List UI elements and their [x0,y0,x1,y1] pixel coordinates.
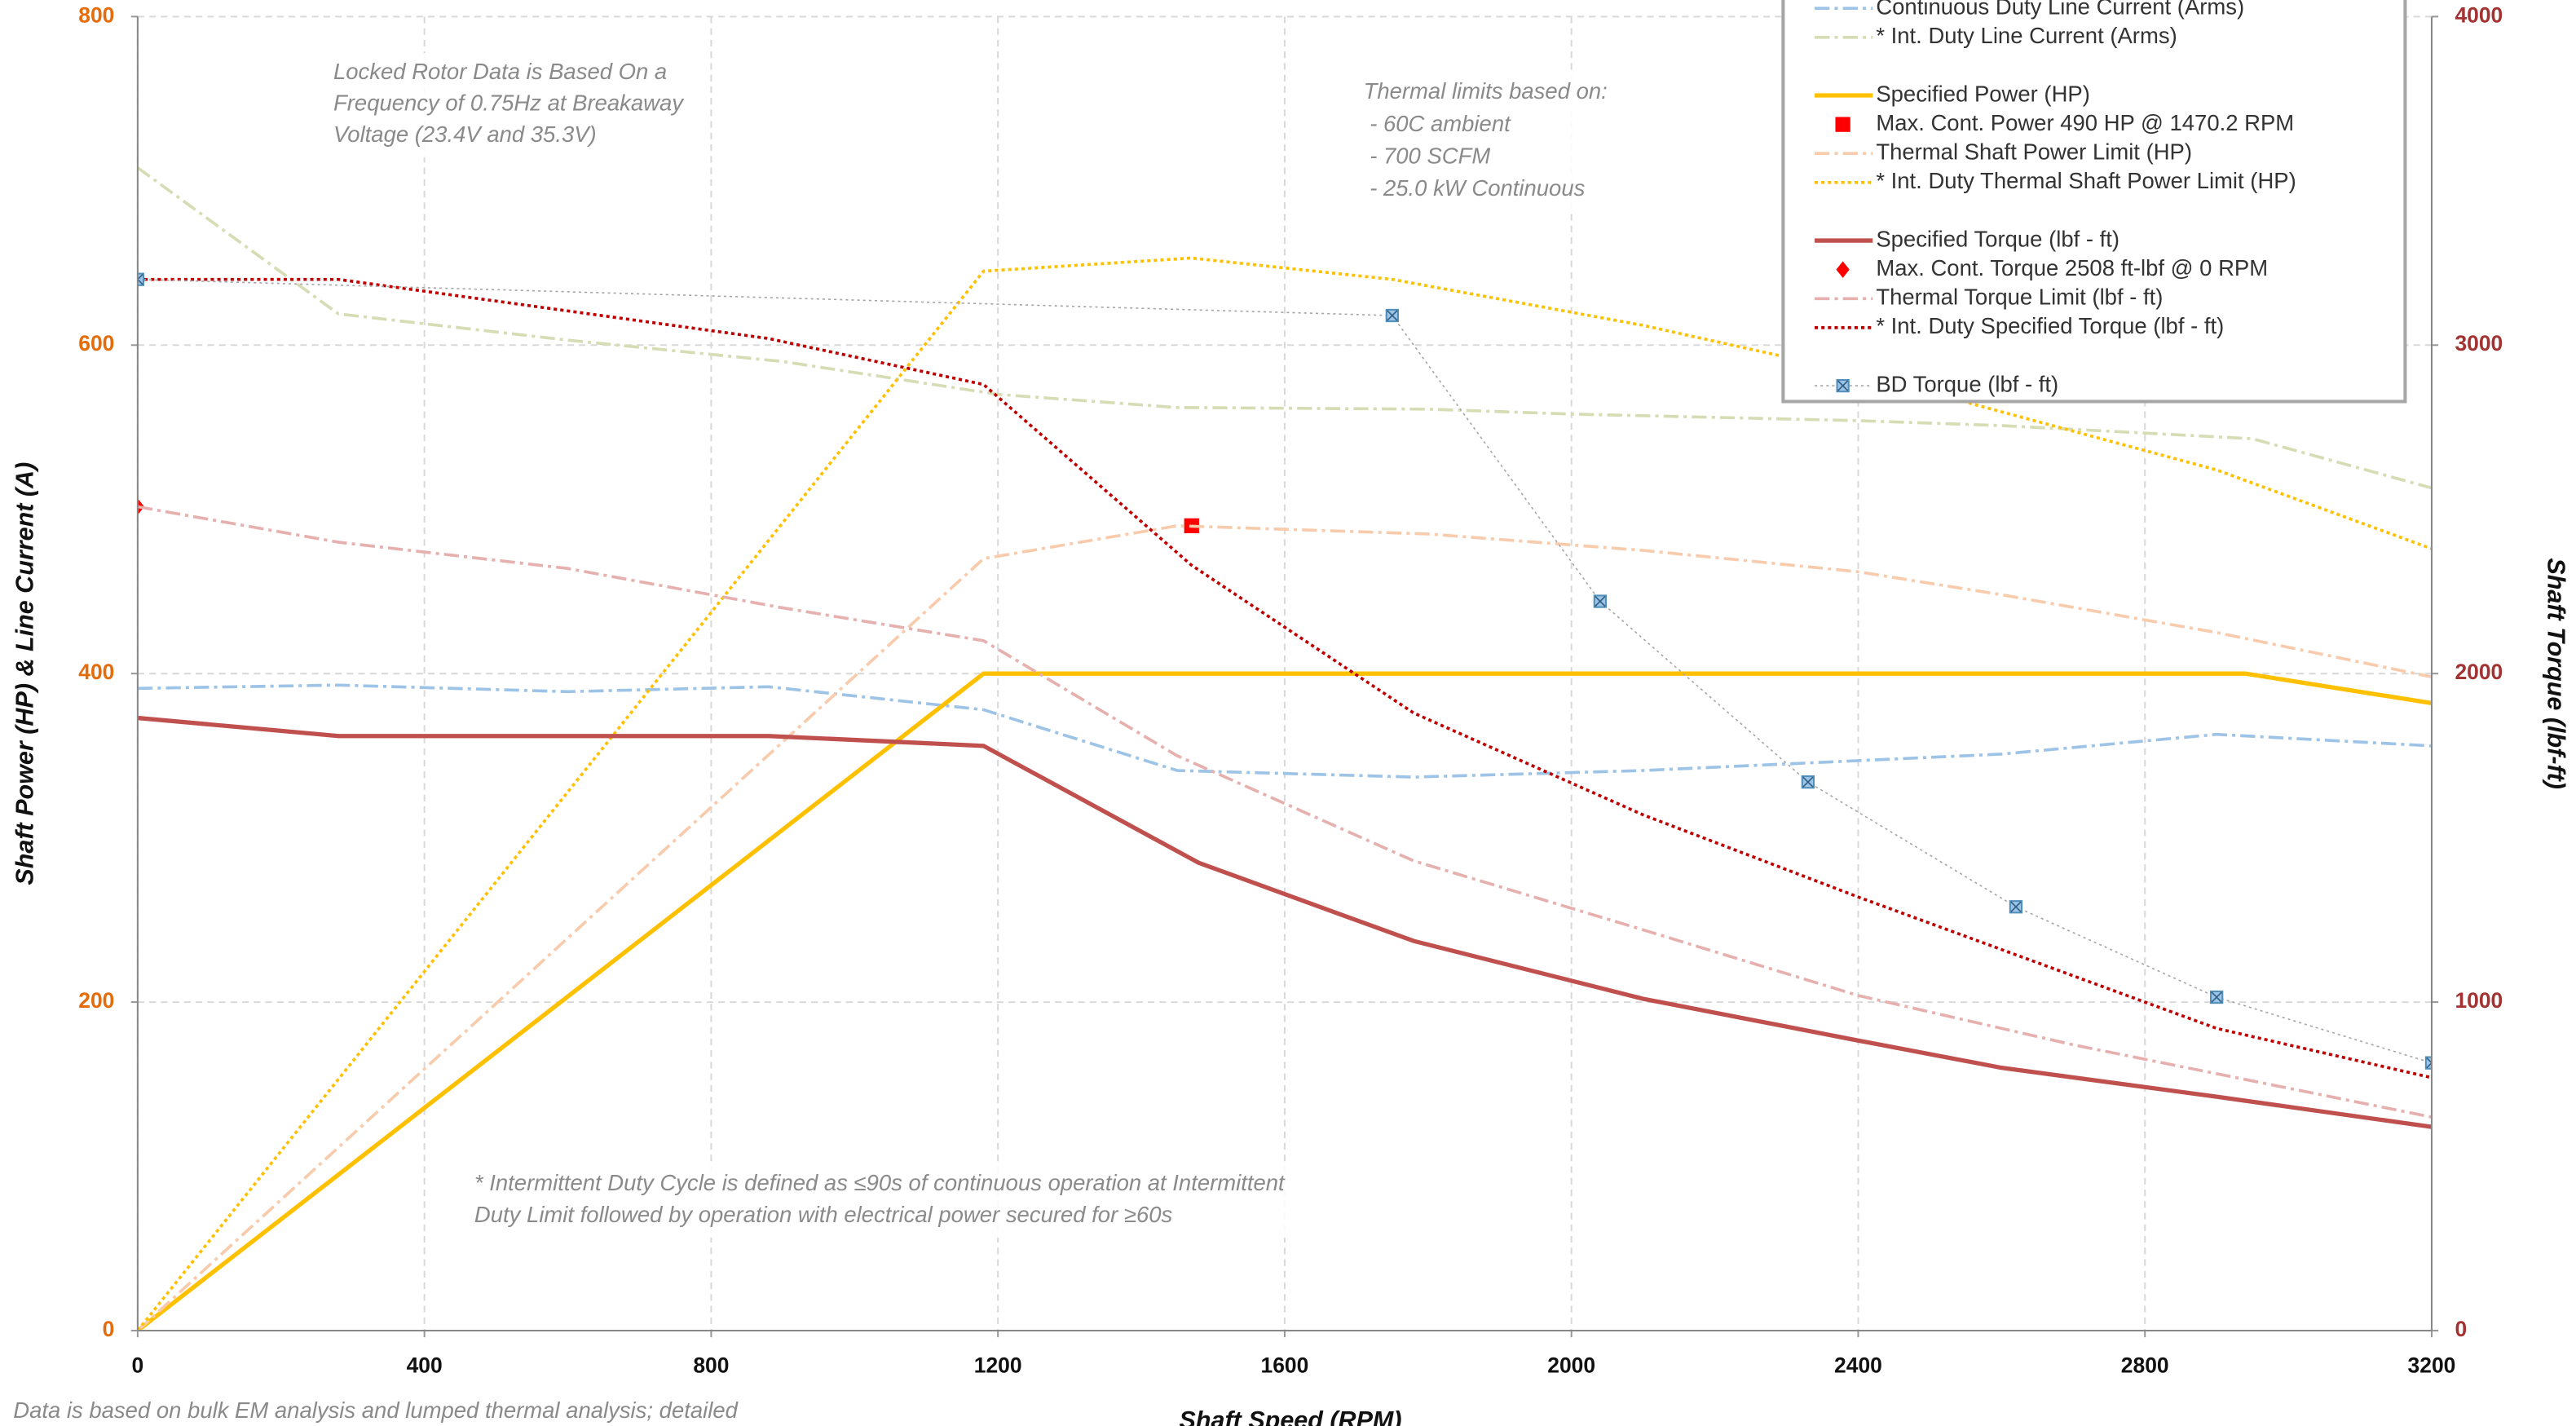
legend-entry: Continuous Duty Line Current (Arms) [1815,0,2244,19]
annotation-text: * Intermittent Duty Cycle is defined as … [474,1170,1286,1195]
marker-cross [1387,310,1398,321]
x-tick-label: 400 [407,1353,443,1378]
legend-entry: * Int. Duty Specified Torque (lbf - ft) [1815,313,2224,338]
legend-entry: Thermal Torque Limit (lbf - ft) [1815,285,2163,310]
x-tick-label: 2000 [1547,1353,1595,1378]
series-line [137,683,2432,779]
legend-label: Specified Torque (lbf - ft) [1876,226,2119,251]
marker [1836,378,1850,393]
y-tick-label: 600 [78,331,114,355]
annotation-bg [1353,73,1645,213]
legend-label: * Int. Duty Thermal Shaft Power Limit (H… [1876,168,2296,193]
legend-label: Thermal Torque Limit (lbf - ft) [1876,285,2163,310]
legend-label: BD Torque (lbf - ft) [1876,371,2058,396]
legend-label: * Int. Duty Specified Torque (lbf - ft) [1876,313,2224,338]
legend-entry: * Int. Duty Line Current (Arms) [1815,23,2177,48]
marker [1835,117,1850,132]
annotation: Locked Rotor Data is Based On a Frequency… [323,53,707,158]
marker-cross [137,273,143,285]
y-tick-label: 0 [103,1317,115,1341]
annotation-text: Locked Rotor Data is Based On a [333,59,667,84]
legend: Continuous Duty Line Current (Arms) * Int… [1781,0,2407,404]
x-tick-label: 1600 [1261,1353,1309,1378]
legend-label: Thermal Shaft Power Limit (HP) [1876,139,2192,164]
marker-cross [1837,380,1849,391]
annotation-bg [323,53,707,158]
marker [2424,1056,2432,1070]
annotation-text: Data is based on bulk EM analysis and lu… [13,1397,738,1423]
plot-area [137,166,2432,1331]
marker [1593,594,1608,608]
marker-cross [2211,991,2222,1003]
legend-entry: Max. Cont. Torque 2508 ft-lbf @ 0 RPM [1836,255,2268,280]
legend-entry: Thermal Shaft Power Limit (HP) [1815,139,2192,164]
legend-entry: Max. Cont. Power 490 HP @ 1470.2 RPM [1835,110,2294,135]
x-tick-label: 0 [132,1353,144,1378]
y-tick-label: 200 [78,988,114,1013]
series-line [137,166,2432,490]
series-line [137,256,2432,1331]
legend-label: Continuous Duty Line Current (Arms) [1876,0,2244,19]
annotation-bg [464,1164,1443,1238]
marker-cross [1595,595,1606,607]
y-axis-title: Shaft Power (HP) & Line Current (A) [11,462,39,885]
x-tick-label: 2400 [1834,1353,1882,1378]
annotation-text: Duty Limit followed by operation with el… [474,1202,1173,1227]
y2-axis-title: Shaft Torque (lbf-ft) [2542,558,2569,789]
y-tick-label: 800 [78,2,114,27]
marker [2009,900,2023,914]
marker [1385,308,1399,323]
annotation: * Intermittent Duty Cycle is defined as … [464,1164,1443,1238]
legend-box [1781,0,2407,404]
legend-label: Max. Cont. Torque 2508 ft-lbf @ 0 RPM [1876,255,2268,280]
marker [2210,990,2224,1004]
legend-label: * Int. Duty Line Current (Arms) [1876,23,2177,48]
annotation-text: - 700 SCFM [1364,143,1491,169]
marker-cross [2010,901,2022,912]
marker-box [137,272,145,286]
series-line [137,671,2432,1331]
legend-entry: Specified Power (HP) [1815,81,2090,106]
annotation-text: Thermal limits based on: [1364,78,1608,104]
marker-cross [1802,776,1814,788]
y2-tick-label: 1000 [2455,988,2503,1013]
marker-cross [2426,1057,2432,1069]
series-line [137,524,2432,1331]
y2-tick-label: 0 [2455,1317,2467,1341]
y2-tick-label: 4000 [2455,2,2503,27]
series-line [137,715,2432,1129]
x-tick-label: 3200 [2408,1353,2456,1378]
series-line [137,505,2432,1119]
x-axis-title: Shaft Speed (RPM) [1180,1406,1402,1426]
marker [137,272,145,286]
legend-label: Max. Cont. Power 490 HP @ 1470.2 RPM [1876,110,2294,135]
annotation-text: Frequency of 0.75Hz at Breakaway [333,90,685,115]
annotation-text: - 25.0 kW Continuous [1364,175,1586,201]
annotation: Thermal limits based on: - 60C ambient -… [1353,73,1645,213]
y-tick-label: 400 [78,660,114,684]
x-tick-label: 800 [693,1353,729,1378]
marker-box [2424,1056,2432,1070]
y2-tick-label: 3000 [2455,331,2503,355]
legend-entry: * Int. Duty Thermal Shaft Power Limit (H… [1815,168,2296,193]
x-tick-label: 1200 [974,1353,1022,1378]
annotation: Data is based on bulk EM analysis and lu… [13,1397,738,1423]
marker [1801,775,1815,789]
annotation-text: - 60C ambient [1364,111,1512,136]
axes: 0 200 400 600 800 0 1000 2000 3000 4000 0 400 800 120… [13,0,2503,1423]
y2-tick-label: 2000 [2455,660,2503,684]
legend-entry: BD Torque (lbf - ft) [1815,371,2058,396]
annotation-text: Voltage (23.4V and 35.3V) [333,121,597,147]
legend-label: Specified Power (HP) [1876,81,2090,106]
series-line [137,277,2432,1079]
x-tick-label: 2800 [2121,1353,2169,1378]
marker [1836,261,1850,278]
legend-entry: Specified Torque (lbf - ft) [1815,226,2119,251]
